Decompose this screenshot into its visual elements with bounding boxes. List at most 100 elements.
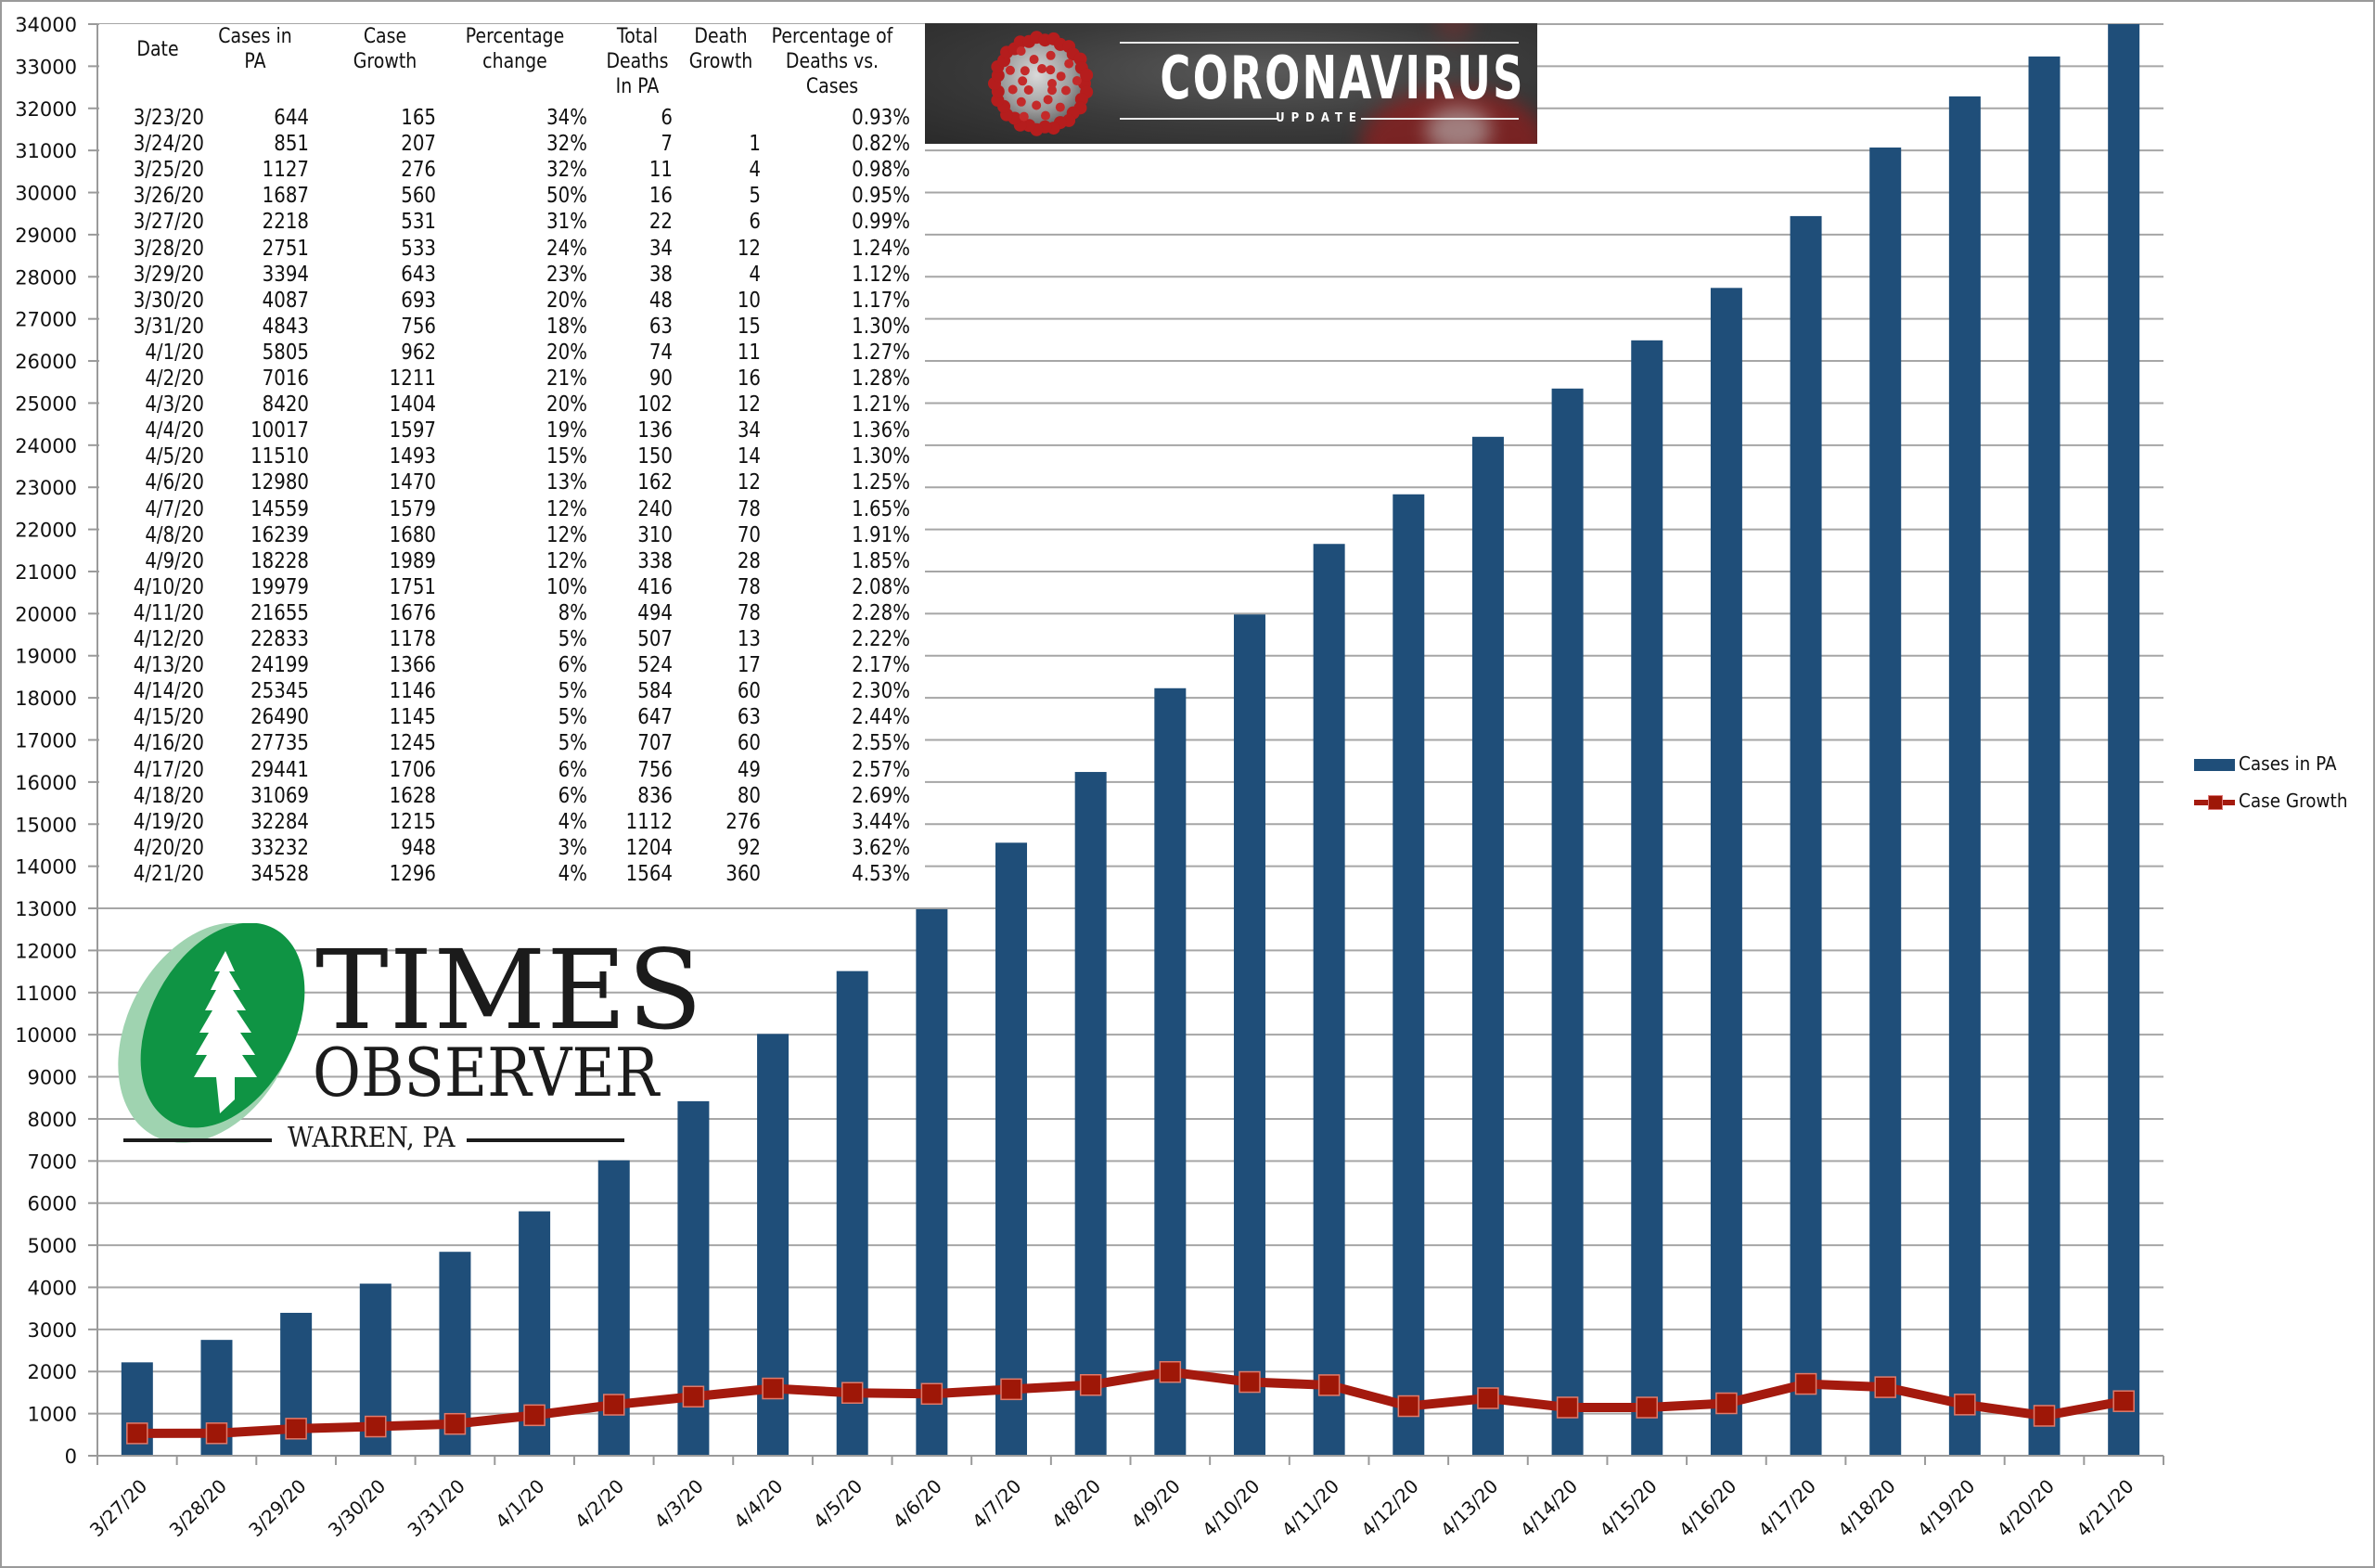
y-tick-label: 32000 <box>15 98 77 121</box>
table-row: 4/15/20 26490 1145 5% 647 63 2.44% <box>99 705 925 731</box>
cell-death-growth: 12 <box>737 392 761 418</box>
table-header: Death Growth <box>688 25 753 73</box>
cell-total-deaths: 102 <box>637 392 673 418</box>
bar-cases <box>836 970 868 1456</box>
cell-date: 4/17/20 <box>133 757 204 782</box>
cell-pct-deaths: 1.24% <box>852 236 910 261</box>
table-row: 3/23/20 644 165 34% 6 0.93% <box>99 106 925 132</box>
cell-death-growth: 12 <box>737 236 761 261</box>
y-tick-label: 26000 <box>15 351 77 373</box>
cell-pct-change: 18% <box>546 314 587 339</box>
square-marker-icon <box>2112 1390 2135 1412</box>
cell-total-deaths: 524 <box>637 653 673 678</box>
cell-death-growth: 70 <box>737 522 761 547</box>
cell-pct-deaths: 1.65% <box>852 496 910 521</box>
cell-case-growth: 1470 <box>389 470 436 495</box>
cell-case-growth: 1296 <box>389 861 436 886</box>
y-tick-label: 15000 <box>15 814 77 836</box>
cell-pct-change: 4% <box>558 861 587 886</box>
square-marker-icon <box>1000 1378 1022 1401</box>
cell-case-growth: 207 <box>401 132 436 157</box>
cell-pct-change: 5% <box>558 731 587 756</box>
cell-date: 4/2/20 <box>145 366 204 391</box>
y-tick-label: 0 <box>65 1446 77 1468</box>
cell-date: 4/10/20 <box>133 574 204 599</box>
y-tick-label: 9000 <box>28 1067 77 1089</box>
cell-pct-change: 32% <box>546 158 587 183</box>
cell-case-growth: 1178 <box>389 627 436 651</box>
cell-cases: 8420 <box>262 392 309 418</box>
y-tick-label: 27000 <box>15 309 77 331</box>
logo-rule-left <box>123 1138 272 1142</box>
y-tick-label: 21000 <box>15 561 77 584</box>
cell-pct-deaths: 2.28% <box>852 600 910 625</box>
cell-cases: 5805 <box>262 340 309 365</box>
cell-pct-deaths: 2.08% <box>852 574 910 599</box>
y-tick-label: 24000 <box>15 435 77 457</box>
cell-cases: 31069 <box>250 783 309 808</box>
table-row: 4/13/20 24199 1366 6% 524 17 2.17% <box>99 653 925 679</box>
bar-cases <box>1869 148 1902 1457</box>
cell-cases: 10017 <box>250 418 309 443</box>
cell-pct-change: 24% <box>546 236 587 261</box>
cell-pct-change: 3% <box>558 835 587 860</box>
cell-date: 4/21/20 <box>133 861 204 886</box>
cell-cases: 19979 <box>250 574 309 599</box>
y-tick-label: 13000 <box>15 898 77 920</box>
cell-pct-deaths: 1.25% <box>852 470 910 495</box>
cell-pct-deaths: 1.36% <box>852 418 910 443</box>
logo-observer: OBSERVER <box>313 1034 660 1112</box>
cell-cases: 12980 <box>250 470 309 495</box>
bar-cases <box>1471 436 1504 1456</box>
y-tick-label: 18000 <box>15 688 77 710</box>
cell-pct-change: 23% <box>546 262 587 287</box>
cell-case-growth: 1676 <box>389 600 436 625</box>
cell-pct-change: 8% <box>558 600 587 625</box>
cell-pct-deaths: 1.17% <box>852 288 910 313</box>
cell-date: 3/26/20 <box>133 184 204 209</box>
cell-total-deaths: 494 <box>637 600 673 625</box>
cell-pct-deaths: 0.82% <box>852 132 910 157</box>
cell-pct-change: 5% <box>558 627 587 651</box>
cell-cases: 14559 <box>250 496 309 521</box>
table-row: 3/30/20 4087 693 20% 48 10 1.17% <box>99 289 925 315</box>
bar-cases <box>916 908 948 1456</box>
cell-cases: 27735 <box>250 731 309 756</box>
cell-date: 4/11/20 <box>133 600 204 625</box>
cell-death-growth: 4 <box>749 158 761 183</box>
cell-case-growth: 1989 <box>389 548 436 573</box>
bar-cases <box>1313 544 1345 1456</box>
cell-date: 4/5/20 <box>145 444 204 469</box>
y-tick-label: 3000 <box>28 1319 77 1342</box>
virus-icon <box>988 31 1094 136</box>
table-row: 4/19/20 32284 1215 4% 1112 276 3.44% <box>99 810 925 836</box>
cell-total-deaths: 338 <box>637 548 673 573</box>
cell-cases: 2218 <box>262 210 309 235</box>
cell-total-deaths: 162 <box>637 470 673 495</box>
cell-cases: 26490 <box>250 705 309 730</box>
y-tick-label: 5000 <box>28 1235 77 1257</box>
cell-pct-change: 4% <box>558 809 587 834</box>
y-tick-label: 20000 <box>15 603 77 625</box>
data-table: Date Cases in PA Case Growth Percentage change… <box>99 24 925 906</box>
legend-item-growth: Case Growth <box>2194 787 2361 824</box>
square-marker-icon <box>523 1404 546 1427</box>
y-tick-label: 22000 <box>15 520 77 542</box>
square-marker-icon <box>1636 1396 1658 1419</box>
cell-date: 4/3/20 <box>145 392 204 418</box>
table-row: 4/2/20 7016 1211 21% 90 16 1.28% <box>99 366 925 392</box>
table-row: 4/20/20 33232 948 3% 1204 92 3.62% <box>99 836 925 862</box>
cell-date: 4/7/20 <box>145 496 204 521</box>
square-marker-icon <box>1397 1394 1420 1418</box>
table-row: 4/9/20 18228 1989 12% 338 28 1.85% <box>99 549 925 575</box>
table-row: 3/24/20 851 207 32% 7 1 0.82% <box>99 132 925 158</box>
cell-case-growth: 1597 <box>389 418 436 443</box>
cell-total-deaths: 38 <box>648 262 673 287</box>
cell-pct-change: 6% <box>558 783 587 808</box>
bar-cases <box>1393 494 1425 1457</box>
bar-swatch-icon <box>2194 759 2235 771</box>
y-axis: 0 1000 2000 3000 4000 5000 6000 7000 8000 9000 100… <box>15 14 98 1468</box>
table-row: 4/11/20 21655 1676 8% 494 78 2.28% <box>99 601 925 627</box>
cell-pct-deaths: 0.98% <box>852 158 910 183</box>
table-header: Percentage change <box>465 25 565 73</box>
